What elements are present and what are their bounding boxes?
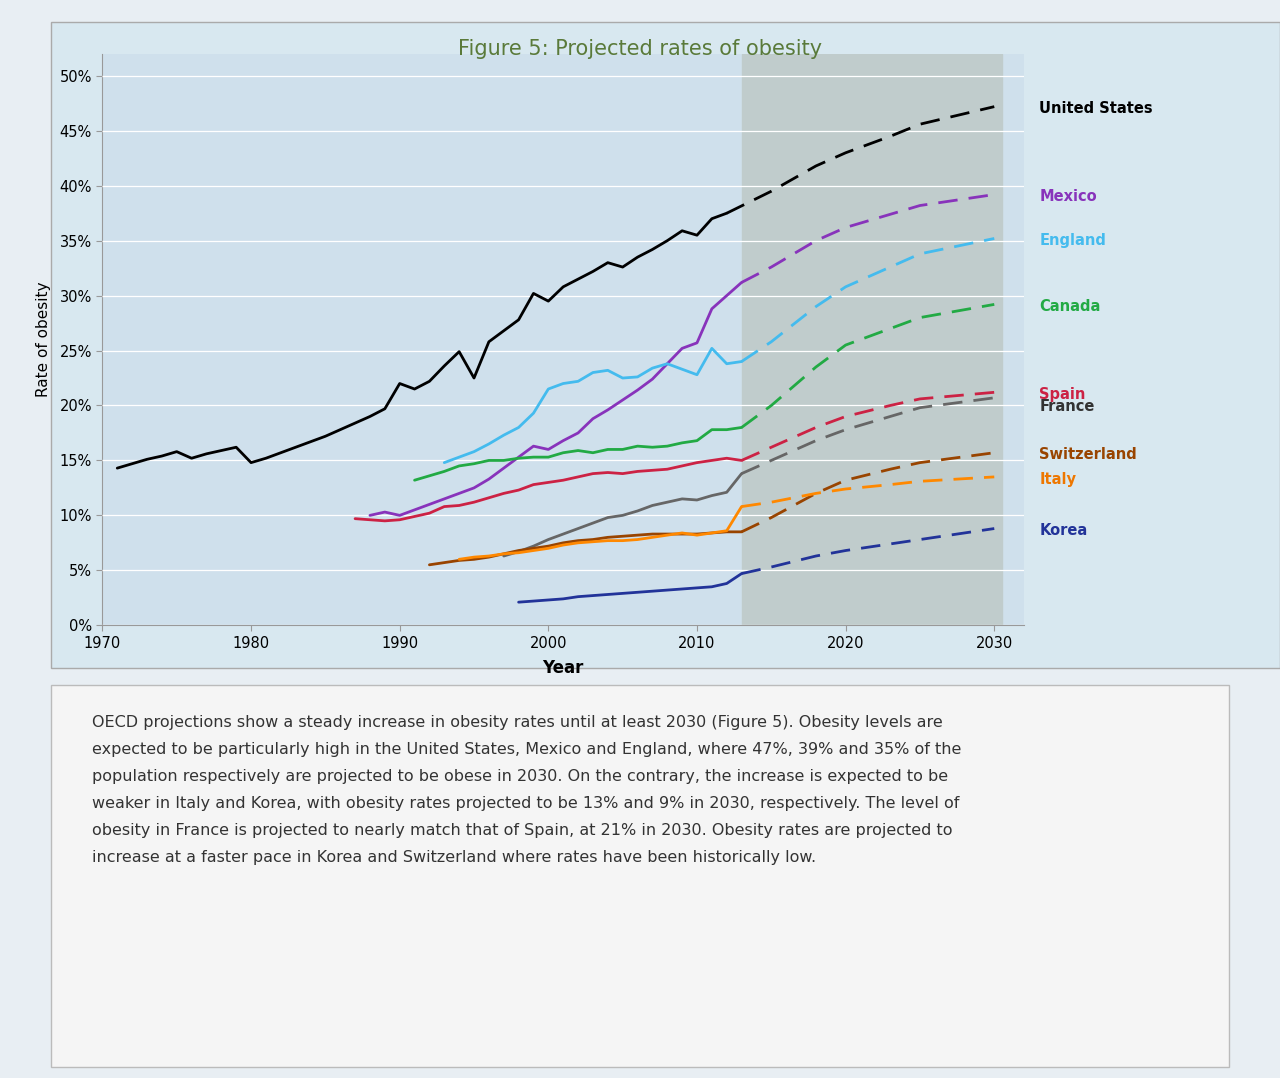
Bar <box>741 54 1002 625</box>
Text: Mexico: Mexico <box>1039 190 1097 204</box>
Y-axis label: Rate of obesity: Rate of obesity <box>36 281 51 398</box>
Text: Canada: Canada <box>1039 299 1101 314</box>
Text: France: France <box>1039 399 1094 414</box>
Text: Spain: Spain <box>1039 387 1085 402</box>
Text: Korea: Korea <box>1039 523 1088 538</box>
Text: Switzerland: Switzerland <box>1039 447 1137 462</box>
Text: Figure 5: Projected rates of obesity: Figure 5: Projected rates of obesity <box>458 39 822 58</box>
Text: Italy: Italy <box>1039 471 1076 486</box>
Text: OECD projections show a steady increase in obesity rates until at least 2030 (Fi: OECD projections show a steady increase … <box>92 715 961 866</box>
Text: United States: United States <box>1039 101 1153 116</box>
Text: England: England <box>1039 233 1106 248</box>
X-axis label: Year: Year <box>543 659 584 677</box>
